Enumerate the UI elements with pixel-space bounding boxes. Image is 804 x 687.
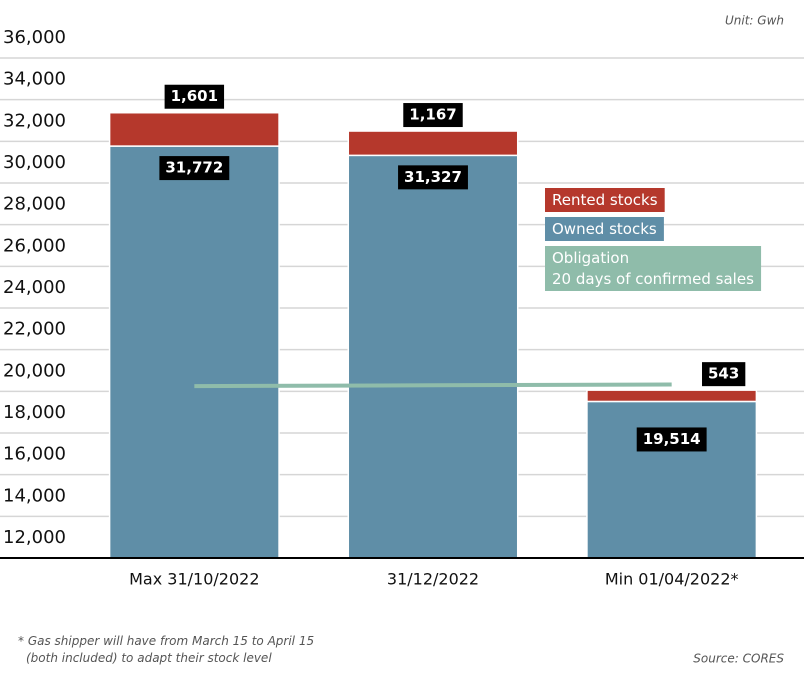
x-tick-label: Min 01/04/2022* (605, 570, 739, 589)
x-tick-label: 31/12/2022 (387, 570, 479, 589)
data-label-box (403, 103, 463, 128)
data-label-text: 31,327 (404, 168, 462, 186)
data-label-box (164, 84, 225, 109)
data-label-text: 31,772 (165, 159, 223, 177)
y-tick-label: 32,000 (3, 110, 66, 131)
data-label-box (702, 362, 746, 387)
data-label-text: 1,601 (171, 87, 218, 105)
y-tick-label: 28,000 (3, 194, 66, 215)
y-tick-label: 16,000 (3, 444, 66, 465)
data-label: 543 (702, 362, 746, 387)
bar-segment (347, 130, 519, 157)
data-label: 1,601 (164, 84, 225, 109)
data-label: 1,167 (403, 103, 463, 128)
data-label-box (636, 427, 707, 452)
data-label: 19,514 (636, 427, 707, 452)
legend-item: Owned stocks (545, 217, 664, 241)
data-label-text: 19,514 (643, 430, 701, 448)
legend-label: Obligation 20 days of confirmed sales (552, 249, 754, 288)
data-label-text: 543 (708, 365, 739, 383)
data-label-box (398, 165, 468, 190)
y-tick-label: 30,000 (3, 152, 66, 173)
y-tick-label: 14,000 (3, 485, 66, 506)
legend-label: Rented stocks (552, 191, 658, 209)
obligation-line (194, 382, 672, 389)
data-label-text: 1,167 (409, 106, 456, 124)
y-tick-label: 34,000 (3, 69, 66, 90)
y-tick-label: 18,000 (3, 402, 66, 423)
legend-swatch (545, 246, 762, 291)
y-tick-label: 12,000 (3, 527, 66, 548)
footnote: * Gas shipper will have from March 15 to… (18, 634, 314, 665)
data-label: 31,772 (159, 156, 230, 181)
y-tick-label: 36,000 (3, 27, 66, 48)
bar-segment (586, 400, 758, 559)
source: Source: CORES (693, 652, 784, 666)
bar-segment (586, 389, 758, 403)
y-tick-label: 20,000 (3, 360, 66, 381)
legend-swatch (545, 217, 664, 241)
bar-segment (347, 154, 519, 559)
legend-swatch (545, 188, 665, 212)
data-label-box (159, 156, 230, 181)
y-tick-label: 26,000 (3, 235, 66, 256)
bar-segment (108, 111, 280, 147)
legend-item: Obligation 20 days of confirmed sales (545, 246, 762, 291)
y-tick-label: 22,000 (3, 319, 66, 340)
bar-segment (108, 145, 280, 559)
y-tick-label: 24,000 (3, 277, 66, 298)
legend-label: Owned stocks (552, 220, 657, 238)
data-label: 31,327 (398, 165, 468, 190)
legend-item: Rented stocks (545, 188, 665, 212)
x-tick-label: Max 31/10/2022 (129, 570, 259, 589)
unit-label: Unit: Gwh (725, 14, 784, 28)
